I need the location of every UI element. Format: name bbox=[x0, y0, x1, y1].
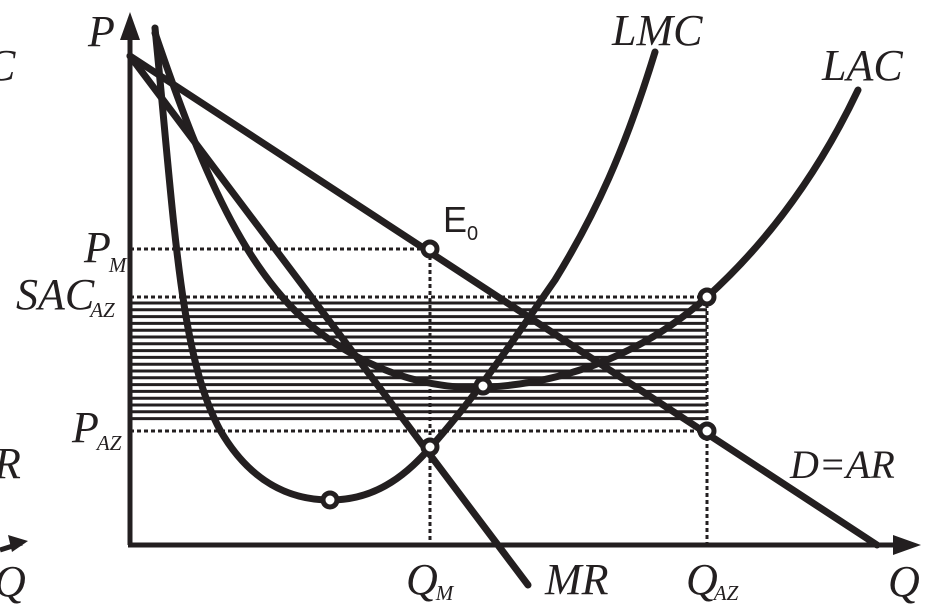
mr-lmc-intersection-point bbox=[420, 437, 440, 457]
loss-area-hatching bbox=[132, 301, 707, 421]
marked-points bbox=[320, 239, 717, 510]
paz-label-sub: AZ bbox=[95, 431, 122, 455]
qm-label-sub: M bbox=[435, 581, 455, 605]
sac-label-main: SAC bbox=[16, 270, 95, 319]
qaz-label-sub: AZ bbox=[712, 581, 739, 605]
lac-curve bbox=[151, 29, 862, 392]
qm-label: QM bbox=[406, 555, 455, 605]
clipped-left-label-bottom: Q bbox=[0, 557, 26, 605]
pm-label-sub: M bbox=[108, 253, 128, 277]
curves bbox=[126, 24, 881, 589]
clipped-left-label-middle: R bbox=[0, 439, 21, 488]
lmc-curve bbox=[151, 24, 659, 504]
qaz-label-main: Q bbox=[686, 555, 718, 604]
demand-label: D=AR bbox=[789, 442, 895, 487]
clipped-left-label-top: C bbox=[0, 41, 16, 90]
lac-minimum-point bbox=[473, 376, 493, 396]
equilibrium-label-sub: 0 bbox=[467, 223, 478, 245]
equilibrium-label-main: E bbox=[443, 199, 467, 240]
x-axis-arrow bbox=[893, 535, 921, 555]
sac-lac-point bbox=[697, 287, 717, 307]
x-axis-label: Q bbox=[888, 557, 920, 605]
clipped-left-arrow-head bbox=[8, 535, 28, 552]
equilibrium-label: E0 bbox=[443, 199, 478, 245]
axes bbox=[120, 12, 921, 555]
lmc-minimum-point bbox=[320, 490, 340, 510]
lmc-label: LMC bbox=[611, 6, 703, 55]
paz-label: PAZ bbox=[71, 403, 122, 455]
paz-label-main: P bbox=[71, 403, 99, 452]
y-axis-arrow bbox=[120, 12, 140, 40]
demand-ar-curve bbox=[126, 52, 881, 549]
lac-label: LAC bbox=[821, 41, 903, 90]
pm-label: PM bbox=[83, 223, 128, 277]
sac-label-sub: AZ bbox=[88, 298, 115, 322]
equilibrium-e0-point bbox=[420, 239, 440, 259]
qaz-label: QAZ bbox=[686, 555, 739, 605]
demand-label-main: D=AR bbox=[789, 442, 895, 487]
qm-label-main: Q bbox=[406, 555, 438, 604]
pm-label-main: P bbox=[83, 223, 111, 272]
y-axis-label: P bbox=[87, 7, 115, 56]
paz-demand-point bbox=[697, 421, 717, 441]
sac-label: SACAZ bbox=[16, 270, 115, 322]
mr-label: MR bbox=[544, 555, 609, 604]
